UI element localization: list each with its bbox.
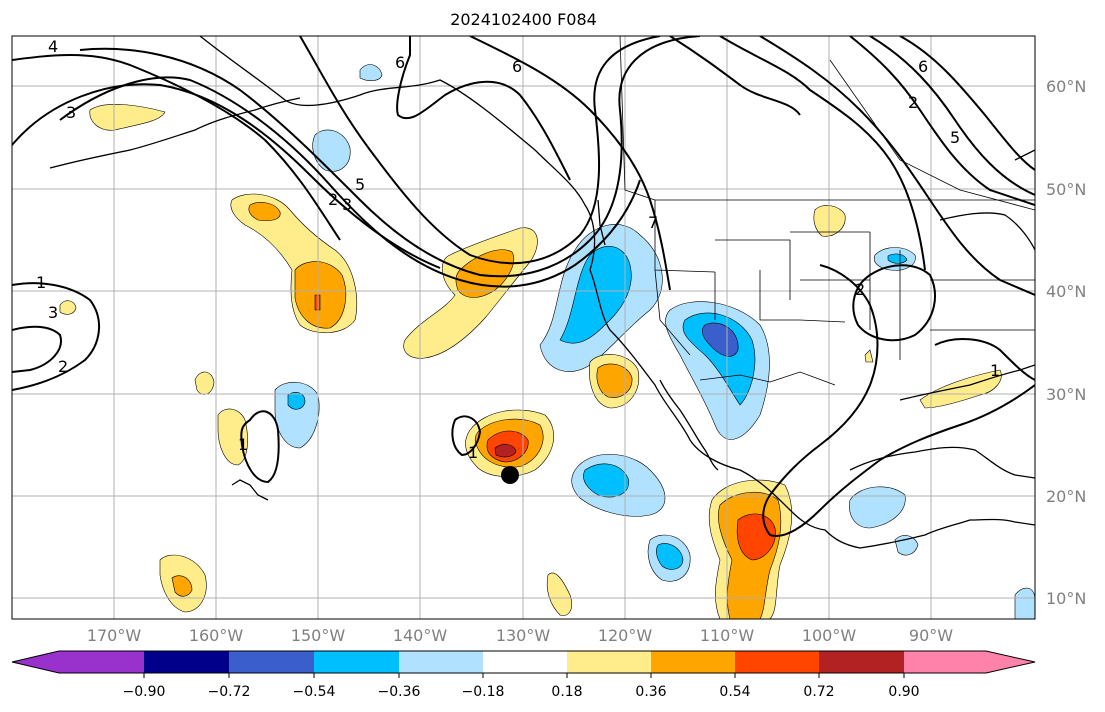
colorbar-tick-label: 0.90	[888, 684, 920, 700]
colorbar-extend-low	[12, 651, 59, 673]
longitude-label: 110°W	[699, 626, 755, 645]
colorbar-extend-high	[986, 651, 1035, 673]
anomaly-shading	[59, 64, 1035, 619]
longitude-label: 170°W	[86, 626, 142, 645]
contour-label: 2	[58, 357, 68, 376]
colorbar-tick-label: 0.18	[551, 684, 583, 700]
contour-label: 3	[342, 195, 352, 214]
coastlines	[49, 36, 1035, 549]
colorbar-tick-label: 0.72	[803, 684, 835, 700]
longitude-label: 130°W	[495, 626, 551, 645]
contour-label: 2	[908, 93, 918, 112]
colorbar-tick-label: −0.18	[461, 684, 505, 700]
map-title: 2024102400 F084	[450, 10, 597, 29]
longitude-label: 100°W	[801, 626, 857, 645]
contour-label: 3	[48, 303, 58, 322]
colorbar-tick-label: 0.54	[719, 684, 751, 700]
longitude-label: 120°W	[597, 626, 653, 645]
colorbar-tick-label: −0.90	[122, 684, 166, 700]
latitude-label: 10°N	[1046, 589, 1087, 608]
contour-label: 1	[238, 435, 248, 454]
contour-label: 4	[48, 37, 58, 56]
height-contours	[12, 36, 1035, 537]
contour-label: 1	[468, 443, 478, 462]
contour-label: 6	[918, 57, 928, 76]
latitude-label: 60°N	[1046, 77, 1087, 96]
contour-label: 2	[855, 280, 865, 299]
longitude-label: 150°W	[290, 626, 346, 645]
contour-label: 6	[395, 53, 405, 72]
colorbar-tick-label: −0.54	[292, 684, 336, 700]
longitude-label: 160°W	[188, 626, 244, 645]
colorbar-tick-label: −0.72	[207, 684, 251, 700]
colorbar-tick-label: 0.36	[635, 684, 667, 700]
latitude-label: 30°N	[1046, 385, 1087, 404]
political-borders	[619, 36, 1035, 386]
contour-label: 7	[648, 213, 658, 232]
contour-label: 1	[990, 361, 1000, 380]
graticule	[12, 36, 1035, 619]
colorbar-tick-label: −0.36	[377, 684, 421, 700]
contour-label: 1	[36, 273, 46, 292]
colorbar	[11, 650, 1036, 678]
longitude-label: 140°W	[392, 626, 448, 645]
longitude-label: 90°W	[908, 626, 954, 645]
map-frame	[11, 35, 1036, 620]
latitude-label: 20°N	[1046, 487, 1087, 506]
latitude-label: 50°N	[1046, 180, 1087, 199]
storm-location-marker	[501, 466, 519, 484]
contour-label: 3	[66, 103, 76, 122]
contour-label: 6	[512, 57, 522, 76]
contour-label: 5	[355, 175, 365, 194]
contour-label: 5	[950, 128, 960, 147]
contour-label: 2	[328, 190, 338, 209]
latitude-label: 40°N	[1046, 282, 1087, 301]
